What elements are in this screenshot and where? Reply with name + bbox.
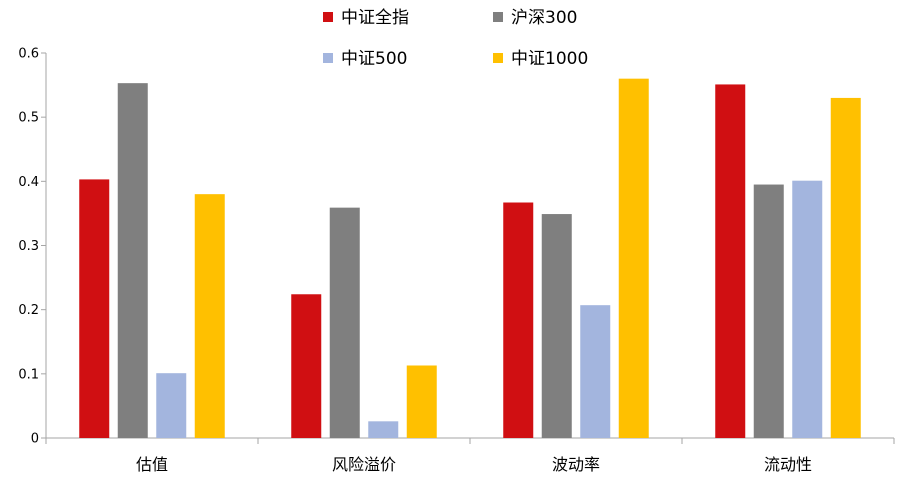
y-tick-label: 0.4 bbox=[18, 175, 39, 190]
legend-label: 沪深300 bbox=[511, 8, 577, 28]
bar bbox=[368, 421, 399, 438]
legend-label: 中证全指 bbox=[341, 8, 409, 28]
y-tick-label: 0 bbox=[31, 432, 39, 447]
bar bbox=[156, 373, 187, 438]
bar bbox=[291, 294, 322, 438]
legend-item: 中证1000 bbox=[493, 49, 588, 69]
bars bbox=[79, 78, 861, 439]
bar bbox=[715, 84, 746, 439]
bar bbox=[830, 97, 861, 439]
y-tick-label: 0.1 bbox=[18, 367, 39, 382]
bar bbox=[406, 365, 437, 438]
y-tick-label: 0.6 bbox=[18, 47, 39, 62]
bar bbox=[194, 194, 225, 438]
bar bbox=[541, 214, 572, 438]
bar bbox=[618, 78, 649, 439]
y-axis: 0 0.1 0.2 0.3 0.4 0.5 0.6 bbox=[18, 47, 47, 447]
legend: 中证全指 沪深300 中证500 中证1000 bbox=[323, 8, 588, 69]
bar bbox=[580, 305, 611, 438]
legend-swatch bbox=[323, 12, 333, 22]
bar bbox=[503, 202, 534, 438]
x-category-label: 流动性 bbox=[764, 455, 812, 474]
y-tick-label: 0.5 bbox=[18, 111, 39, 126]
legend-label: 中证500 bbox=[341, 49, 407, 69]
bar bbox=[79, 179, 110, 439]
x-category-label: 波动率 bbox=[552, 455, 600, 474]
bar bbox=[329, 207, 360, 438]
bar bbox=[792, 180, 823, 439]
legend-item: 中证500 bbox=[323, 49, 407, 69]
x-category-label: 风险溢价 bbox=[332, 455, 396, 474]
legend-swatch bbox=[493, 53, 503, 63]
legend-swatch bbox=[493, 12, 503, 22]
legend-item: 中证全指 bbox=[323, 8, 409, 28]
legend-swatch bbox=[323, 53, 333, 63]
y-tick-label: 0.3 bbox=[18, 239, 39, 254]
x-category-label: 估值 bbox=[136, 455, 168, 474]
legend-item: 沪深300 bbox=[493, 8, 577, 28]
bar bbox=[117, 83, 148, 439]
y-tick-label: 0.2 bbox=[18, 303, 39, 318]
bar bbox=[753, 184, 784, 438]
legend-label: 中证1000 bbox=[511, 49, 588, 69]
x-axis: 估值 风险溢价 波动率 流动性 bbox=[45, 437, 895, 474]
